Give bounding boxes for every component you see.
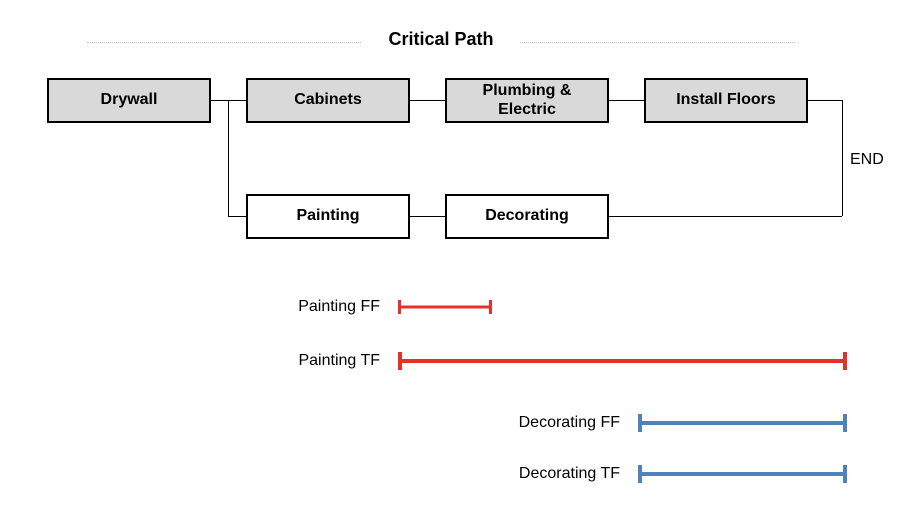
float-cap-painting-ff [489, 300, 492, 314]
connector [842, 100, 843, 216]
float-label-decorating-tf: Decorating TF [0, 465, 620, 483]
float-bar-painting-tf [398, 359, 843, 363]
connector [410, 100, 445, 101]
float-label-painting-tf: Painting TF [0, 352, 380, 370]
float-cap-painting-tf [843, 352, 847, 370]
diagram-title: Critical Path [388, 29, 493, 50]
float-label-painting-ff: Painting FF [0, 298, 380, 316]
float-bar-decorating-tf [638, 472, 843, 476]
node-painting: Painting [246, 194, 410, 239]
connector [609, 216, 842, 217]
diagram-canvas: Critical Path Drywall Cabinets Plumbing & … [0, 0, 922, 527]
connector [410, 216, 445, 217]
float-cap-decorating-tf [843, 465, 847, 483]
dotted-line-right [520, 42, 795, 43]
node-floors: Install Floors [644, 78, 808, 123]
node-plumbing: Plumbing & Electric [445, 78, 609, 123]
connector [808, 100, 842, 101]
dotted-line-left [87, 42, 361, 43]
node-cabinets: Cabinets [246, 78, 410, 123]
node-drywall: Drywall [47, 78, 211, 123]
float-cap-painting-tf [398, 352, 402, 370]
node-decorating: Decorating [445, 194, 609, 239]
float-label-decorating-ff: Decorating FF [0, 414, 620, 432]
float-cap-painting-ff [398, 300, 401, 314]
float-bar-decorating-ff [638, 421, 843, 425]
float-cap-decorating-ff [638, 414, 642, 432]
float-cap-decorating-ff [843, 414, 847, 432]
connector [228, 216, 246, 217]
connector [228, 100, 229, 216]
float-bar-painting-ff [398, 306, 489, 309]
end-label: END [850, 151, 884, 169]
connector [609, 100, 644, 101]
float-cap-decorating-tf [638, 465, 642, 483]
